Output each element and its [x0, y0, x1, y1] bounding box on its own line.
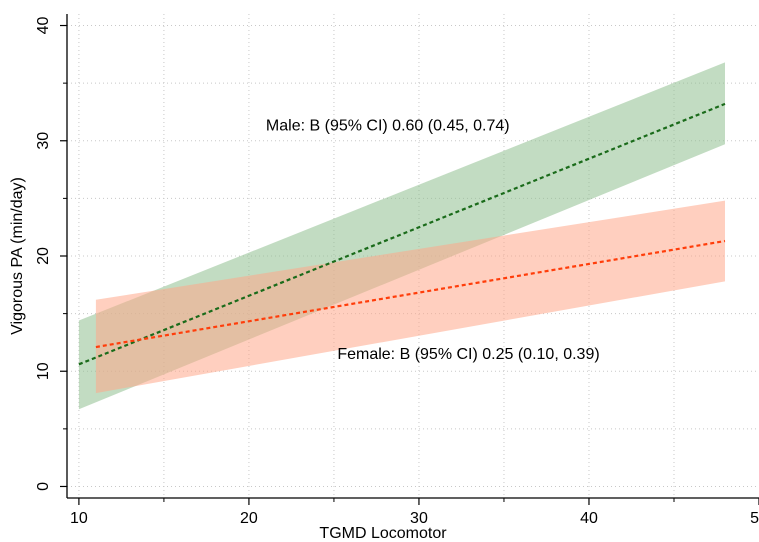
female-fit-line: [95, 239, 726, 349]
x-tick-label: 10: [70, 510, 88, 527]
male-annotation: Male: B (95% CI) 0.60 (0.45, 0.74): [266, 118, 510, 135]
female-ci-band: [95, 200, 725, 394]
x-axis-title: TGMD Locomotor: [319, 525, 447, 542]
annotations: Male: B (95% CI) 0.60 (0.45, 0.74) Female…: [266, 118, 600, 363]
x-tick-label: 40: [580, 510, 598, 527]
y-axis-title: Vigorous PA (min/day): [9, 177, 26, 335]
y-tick-label: 20: [35, 247, 52, 265]
x-tick-label: 20: [240, 510, 258, 527]
axes: 10 20 30 40 50 0 10 20 30 40: [35, 14, 759, 527]
fit-lines: [78, 102, 726, 366]
x-tick-label: 50: [750, 510, 759, 527]
confidence-bands: [78, 62, 725, 410]
x-tick-label: 30: [410, 510, 428, 527]
y-tick-label: 10: [35, 362, 52, 380]
y-tick-label: 30: [35, 132, 52, 150]
y-tick-label: 40: [35, 17, 52, 35]
y-tick-label: 0: [35, 482, 52, 491]
female-annotation: Female: B (95% CI) 0.25 (0.10, 0.39): [337, 346, 599, 363]
